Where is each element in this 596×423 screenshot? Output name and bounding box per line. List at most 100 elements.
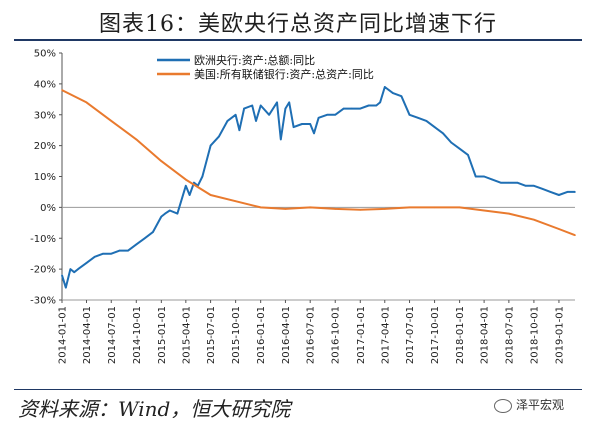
fed-point xyxy=(284,208,287,210)
ecb-point xyxy=(251,104,254,107)
ecb-point xyxy=(383,86,386,88)
ecb-point xyxy=(317,117,320,119)
ecb-point xyxy=(280,138,282,141)
ecb-point xyxy=(118,249,121,252)
ecb-point xyxy=(549,191,552,193)
x-tick-label: 2015-01-01 xyxy=(157,306,168,364)
ecb-point xyxy=(425,120,428,122)
ecb-point xyxy=(313,132,315,135)
ecb-point xyxy=(433,126,436,128)
x-tick-label: 2018-01-01 xyxy=(455,306,466,364)
y-tick-label: -20% xyxy=(30,265,56,276)
y-tick-label: -10% xyxy=(30,234,56,245)
x-tick-label: 2018-07-01 xyxy=(504,306,515,364)
ecb-point xyxy=(226,120,229,122)
ecb-point xyxy=(408,113,411,116)
ecb-point xyxy=(243,107,245,110)
ecb-point xyxy=(541,188,544,190)
fed-point xyxy=(458,206,461,209)
ecb-point xyxy=(301,123,303,125)
ecb-point xyxy=(218,135,220,138)
fed-point xyxy=(309,206,311,209)
chart: 50% 40% 30% 20% 10% 0% -10% -20% -30%2014-01-01 2… xyxy=(30,49,576,364)
x-tick-label: 2015-07-01 xyxy=(206,306,217,364)
source-divider xyxy=(14,389,582,390)
fed-point xyxy=(185,178,187,181)
series-line-fed xyxy=(61,89,576,237)
x-tick-label: 2014-04-01 xyxy=(82,306,93,364)
y-tick-label: -30% xyxy=(30,296,56,307)
page-title: 图表16：美欧央行总资产同比增速下行 xyxy=(99,12,497,37)
ecb-point xyxy=(77,268,79,270)
x-tick-label: 2018-04-01 xyxy=(480,306,491,364)
ecb-point xyxy=(238,129,241,131)
ecb-point xyxy=(351,107,353,110)
ecb-point xyxy=(259,104,262,107)
ecb-point xyxy=(143,237,146,240)
x-tick-label: 2017-10-01 xyxy=(430,306,441,364)
ecb-point xyxy=(110,252,113,255)
x-tick-label: 2017-04-01 xyxy=(380,306,391,364)
ecb-point xyxy=(234,113,237,116)
ecb-point xyxy=(558,194,560,196)
ecb-point xyxy=(255,120,257,122)
ecb-point xyxy=(566,191,569,193)
ecb-point xyxy=(533,184,535,187)
x-tick-label: 2019-01-01 xyxy=(554,306,565,364)
source-note: 资料来源：Wind，恒大研究院 xyxy=(18,397,291,421)
fed-point xyxy=(408,206,411,209)
ecb-point xyxy=(127,249,129,252)
ecb-point xyxy=(85,262,88,264)
ecb-point xyxy=(334,113,337,116)
ecb-point xyxy=(516,181,519,184)
ecb-point xyxy=(61,274,63,277)
legend-label-fed: 美国:所有联储银行:资产:总资产:同比 xyxy=(194,67,374,81)
ecb-point xyxy=(135,243,138,246)
ecb-point xyxy=(499,181,502,184)
ecb-point xyxy=(359,107,362,110)
y-tick-label: 30% xyxy=(34,110,56,121)
fed-point xyxy=(383,208,386,210)
ecb-point xyxy=(188,194,191,196)
ecb-point xyxy=(93,255,96,258)
x-tick-label: 2018-10-01 xyxy=(529,306,540,364)
fed-point xyxy=(234,200,237,202)
legend-label-ecb: 欧洲央行:资产:总额:同比 xyxy=(194,53,315,67)
ecb-point xyxy=(209,144,212,147)
ecb-point xyxy=(185,184,187,187)
y-tick-label: 20% xyxy=(34,141,56,152)
ecb-point xyxy=(268,113,270,116)
title-divider xyxy=(14,39,582,41)
wechat-icon xyxy=(494,398,512,413)
x-tick-label: 2015-04-01 xyxy=(181,306,192,364)
fed-point xyxy=(110,120,113,122)
ecb-point xyxy=(201,175,204,178)
y-tick-label: 0% xyxy=(40,203,56,214)
ecb-point xyxy=(400,95,403,98)
ecb-point xyxy=(478,175,481,178)
ecb-point xyxy=(69,268,72,270)
ecb-point xyxy=(102,252,104,255)
ecb-point xyxy=(342,107,345,110)
x-tick-label: 2014-10-01 xyxy=(132,306,143,364)
y-tick-label: 10% xyxy=(34,172,56,183)
x-tick-label: 2016-04-01 xyxy=(281,306,292,364)
ecb-point xyxy=(417,117,419,119)
ecb-point xyxy=(309,123,311,125)
ecb-point xyxy=(73,271,76,274)
ecb-point xyxy=(508,181,510,184)
ecb-point xyxy=(160,215,163,218)
ecb-point xyxy=(276,101,278,104)
ecb-point xyxy=(65,286,67,289)
brand-badge: 泽平宏观 xyxy=(494,396,564,413)
ecb-point xyxy=(442,132,444,135)
fed-point xyxy=(209,194,212,196)
ecb-point xyxy=(458,147,461,150)
x-tick-label: 2014-01-01 xyxy=(58,306,69,364)
ecb-point xyxy=(288,101,291,104)
ecb-point xyxy=(168,209,171,212)
ecb-point xyxy=(164,212,166,215)
fed-point xyxy=(135,138,138,141)
fed-point xyxy=(61,89,63,91)
fed-point xyxy=(334,208,337,210)
